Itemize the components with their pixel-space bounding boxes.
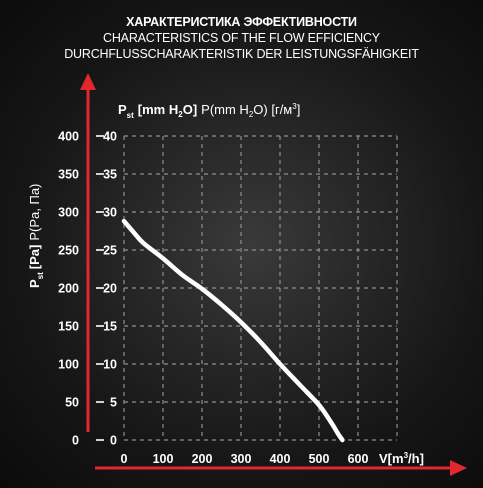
x-tick-label: 100 bbox=[153, 452, 174, 466]
y-tick-label-mm: 40 bbox=[103, 130, 117, 144]
y-tick-label-pa: 50 bbox=[65, 396, 79, 410]
y-axis-arrow-head bbox=[80, 73, 96, 90]
x-axis-arrow-head bbox=[450, 460, 467, 476]
grid-lines bbox=[96, 135, 398, 441]
y-axis-label: Pst[Pa]P(Pa, Па) bbox=[27, 184, 45, 288]
y-tick-labels-mm: 0 5 10 15 20 25 30 35 40 bbox=[103, 130, 117, 448]
y-tick-label-mm: 25 bbox=[103, 244, 117, 258]
title-ru: ХАРАКТЕРИСТИКА ЭФФЕКТИВНОСТИ bbox=[126, 15, 357, 29]
x-axis-label: V[m3/h] bbox=[379, 451, 424, 466]
y-tick-label-mm: 5 bbox=[110, 396, 117, 410]
x-tick-labels: 0 100 200 300 400 500 600 bbox=[121, 452, 369, 466]
x-tick-label: 300 bbox=[231, 452, 252, 466]
y-tick-label-pa: 350 bbox=[58, 168, 79, 182]
y-tick-label-pa: 400 bbox=[58, 130, 79, 144]
x-tick-label: 600 bbox=[348, 452, 369, 466]
y-tick-label-mm: 30 bbox=[103, 206, 117, 220]
y-tick-label-mm: 35 bbox=[103, 168, 117, 182]
chart-titles: ХАРАКТЕРИСТИКА ЭФФЕКТИВНОСТИ CHARACTERIS… bbox=[0, 14, 483, 62]
y-tick-label-mm: 20 bbox=[103, 282, 117, 296]
y-tick-label-pa: 300 bbox=[58, 206, 79, 220]
x-tick-label: 200 bbox=[192, 452, 213, 466]
y2-axis-label: Pst [mm H2O] P(mm H2O) [г/м3] bbox=[118, 102, 300, 120]
title-de: DURCHFLUSSCHARAKTERISTIK DER LEISTUNGSFÄ… bbox=[64, 47, 419, 61]
flow-curve bbox=[121, 218, 345, 443]
y-tick-label-pa: 150 bbox=[58, 320, 79, 334]
x-tick-label: 0 bbox=[121, 452, 128, 466]
y-tick-labels-pa: 0 50 100 150 200 250 300 350 400 bbox=[58, 130, 79, 448]
y-tick-label-mm: 15 bbox=[103, 320, 117, 334]
y-tick-label-pa: 200 bbox=[58, 282, 79, 296]
x-tick-label: 400 bbox=[270, 452, 291, 466]
x-tick-label: 500 bbox=[309, 452, 330, 466]
y-tick-label-pa: 0 bbox=[72, 434, 79, 448]
y-tick-label-pa: 250 bbox=[58, 244, 79, 258]
y-tick-label-mm: 0 bbox=[110, 434, 117, 448]
y-tick-label-mm: 10 bbox=[103, 358, 117, 372]
title-en: CHARACTERISTICS OF THE FLOW EFFICIENCY bbox=[103, 31, 380, 45]
y-tick-label-pa: 100 bbox=[58, 358, 79, 372]
